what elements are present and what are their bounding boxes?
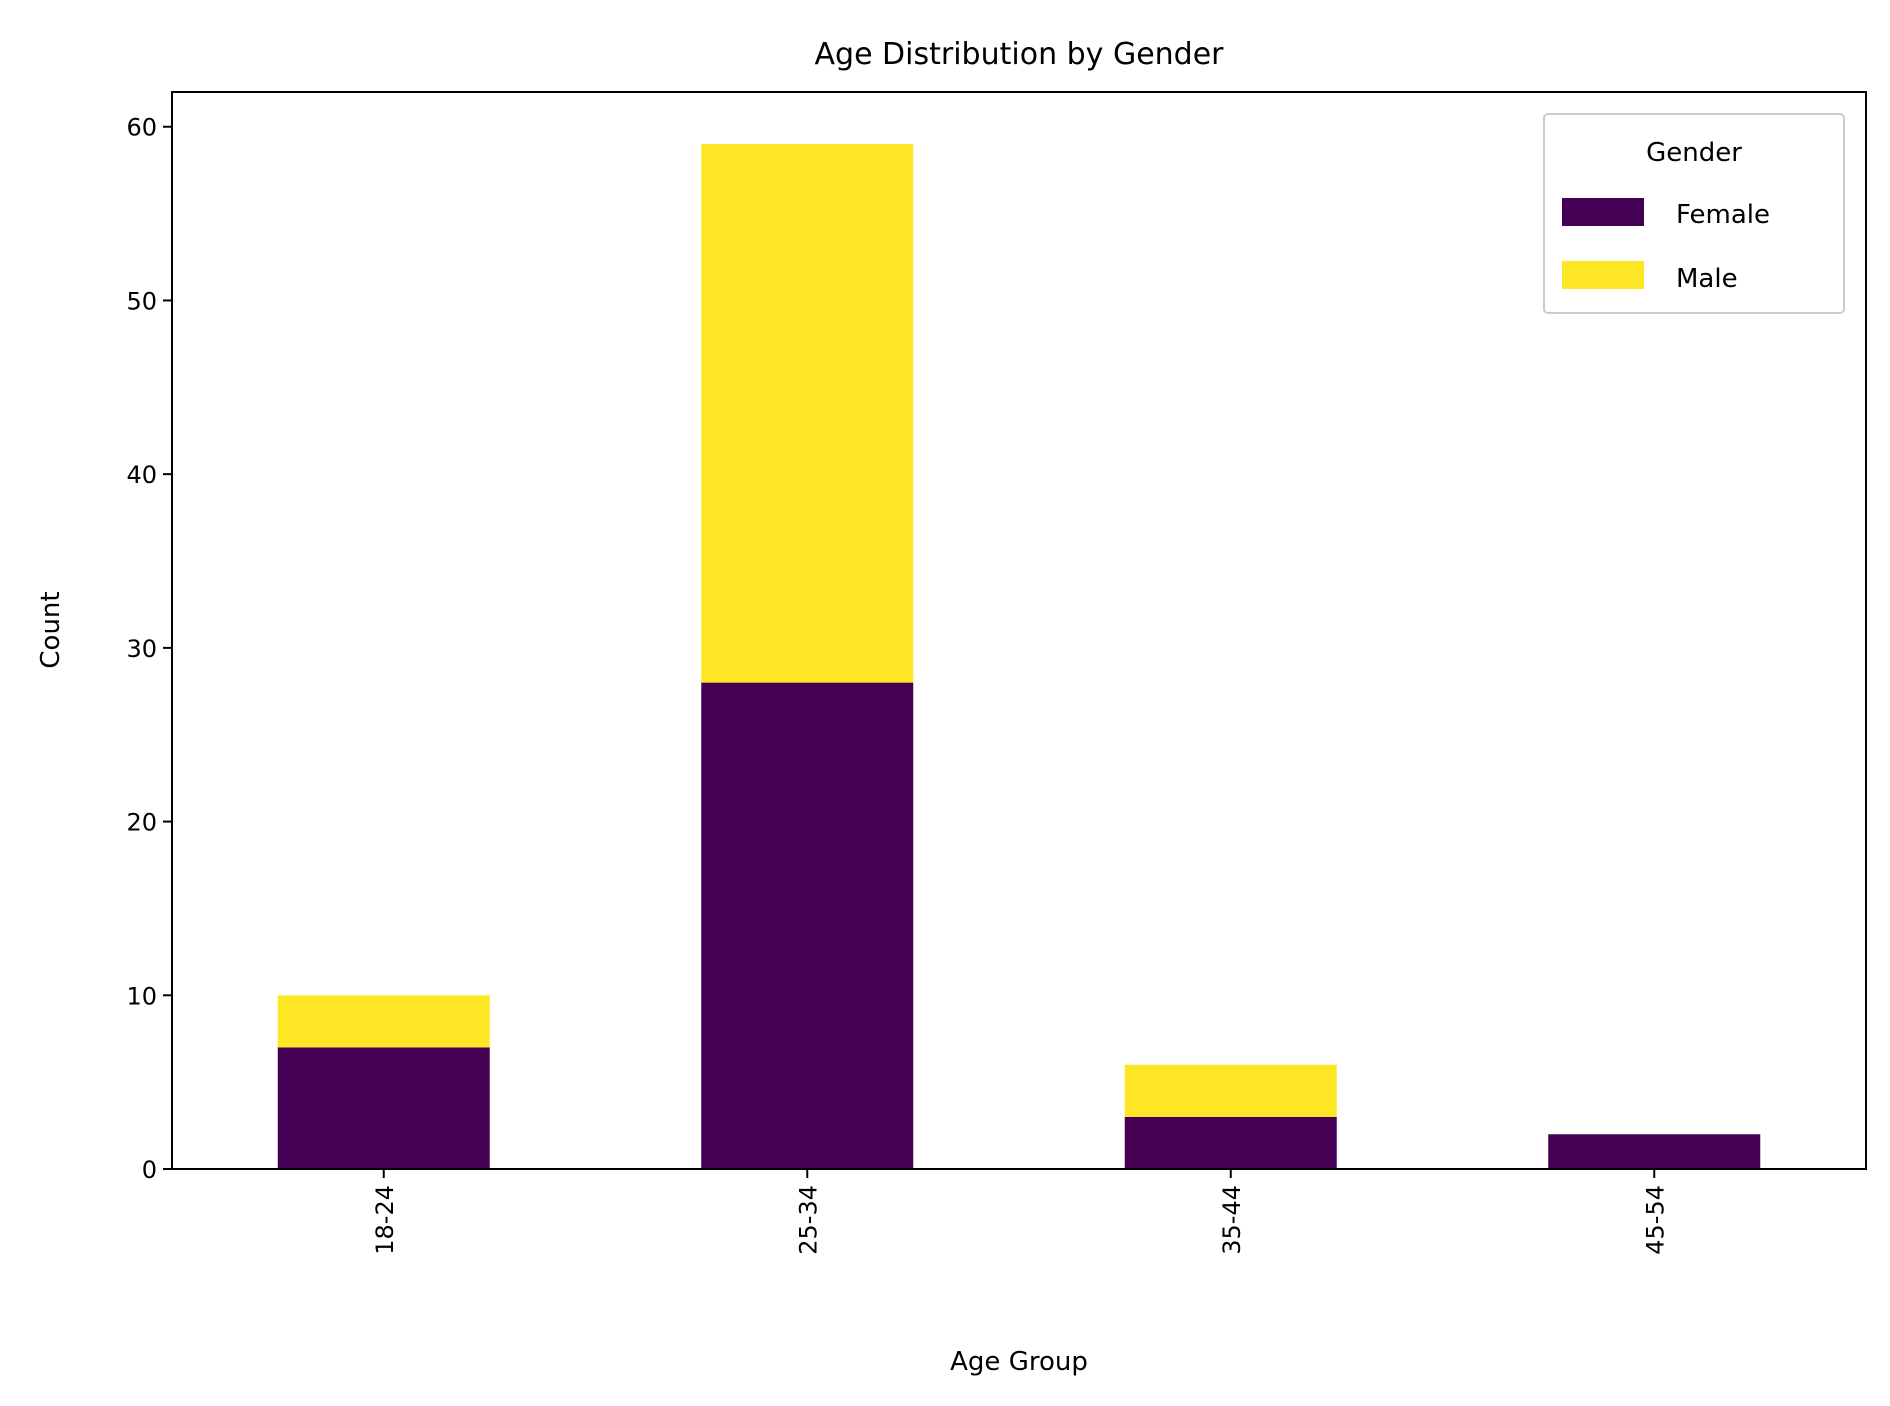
legend-title: Gender: [1646, 138, 1742, 168]
y-axis: 0 10 20 30 40 50 60: [126, 114, 172, 1184]
x-tick-label: 45-54: [1641, 1185, 1669, 1255]
y-tick-label: 50: [126, 287, 157, 315]
plot-frame: [171, 91, 1867, 1170]
bar-male-18-24: [277, 995, 490, 1048]
y-tick-label: 20: [126, 809, 157, 837]
bars-layer: [277, 144, 1761, 1169]
bar-female-45-54: [1548, 1134, 1761, 1169]
chart-title: Age Distribution by Gender: [815, 37, 1225, 72]
y-tick-label: 0: [142, 1156, 157, 1184]
x-tick-label: 35-44: [1218, 1185, 1246, 1255]
y-axis-label: Count: [36, 591, 66, 668]
y-tick-label: 30: [126, 635, 157, 663]
x-axis-label: Age Group: [950, 1347, 1088, 1377]
y-tick-label: 40: [126, 461, 157, 489]
legend-label-male: Male: [1676, 264, 1738, 294]
legend: Gender Female Male: [1543, 113, 1845, 314]
bar-female-18-24: [277, 1047, 490, 1169]
bar-male-25-34: [701, 144, 914, 683]
x-tick-label: 18-24: [371, 1185, 399, 1255]
legend-swatch-female: [1562, 198, 1644, 226]
legend-swatch-male: [1562, 261, 1644, 289]
bar-female-25-34: [701, 682, 914, 1169]
legend-label-female: Female: [1676, 200, 1770, 230]
bar-female-35-44: [1124, 1116, 1337, 1169]
bar-male-35-44: [1124, 1064, 1337, 1117]
x-tick-label: 25-34: [794, 1185, 822, 1255]
x-axis: 18-24 25-34 35-44 45-54: [371, 1169, 1669, 1255]
y-tick-label: 60: [126, 114, 157, 142]
y-tick-label: 10: [126, 982, 157, 1010]
